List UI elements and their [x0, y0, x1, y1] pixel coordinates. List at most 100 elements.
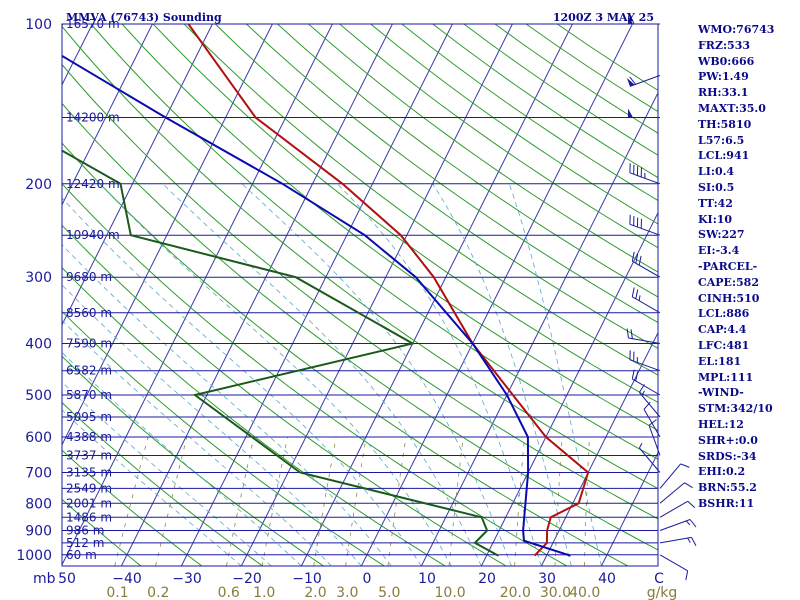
wind-barb-staff — [629, 359, 661, 372]
isotherm-line — [420, 91, 658, 566]
wind-barb-half-flag — [638, 295, 641, 301]
wind-barb-flag — [643, 401, 651, 410]
pressure-tick-label: 500 — [25, 388, 52, 404]
dry-adiabat-line — [183, 24, 658, 376]
index-item: SHR+:0.0 — [698, 433, 758, 447]
mixing-ratio-line — [554, 436, 563, 566]
index-item: CAP:4.4 — [698, 323, 747, 337]
index-item: LCL:886 — [698, 307, 750, 321]
dry-adiabat-line — [62, 449, 203, 566]
index-panel: WMO:76743 FRZ:533 WB0:666 PW:1.49 RH:33.1 MAX… — [698, 22, 798, 512]
wind-barb — [659, 463, 690, 489]
dry-adiabat-line — [62, 310, 385, 566]
moist-adiabat-line — [337, 183, 542, 566]
height-label: 8560 m — [66, 306, 112, 320]
dry-adiabat-line — [90, 24, 658, 460]
wind-barb — [631, 287, 661, 314]
dry-adiabat-line — [277, 24, 658, 298]
index-item: MAXT:35.0 — [698, 101, 766, 115]
mixing-ratio-line — [514, 436, 525, 566]
dry-adiabat-line — [152, 24, 658, 403]
mixing-ratio-tick-label: 30.0 — [540, 585, 571, 600]
height-label: 5095 m — [66, 410, 112, 424]
moist-adiabat-line — [62, 381, 272, 566]
mixing-ratio-tick-label: 2.0 — [304, 585, 326, 600]
dry-adiabat-line — [62, 498, 142, 566]
dry-adiabat-line — [62, 183, 568, 566]
moist-adiabat-line — [99, 183, 452, 566]
wind-barb-flag — [638, 255, 642, 266]
wind-barb-flag — [631, 251, 635, 262]
mixing-ratio-line — [155, 436, 188, 566]
wind-barb-staff — [648, 425, 661, 456]
temperature-tick-label: 40 — [598, 571, 616, 587]
index-item: SRDS:-34 — [698, 449, 757, 463]
wind-barb-flag — [648, 419, 657, 426]
wind-barb-flag — [631, 369, 635, 380]
dry-adiabat-line — [62, 267, 446, 566]
wind-barbs — [626, 15, 697, 581]
dry-adiabat-line — [214, 24, 658, 350]
dry-adiabat-line — [246, 24, 658, 324]
temperature-line — [187, 24, 590, 557]
index-item: HEL:12 — [698, 417, 744, 431]
chart-time: 1200Z 3 MAY 25 — [553, 11, 654, 24]
wind-barb-flag — [635, 371, 639, 382]
wind-barb-staff — [659, 482, 685, 504]
isotherm-line — [0, 24, 32, 566]
wind-barb-pennant — [628, 15, 633, 24]
dry-adiabat-line — [121, 24, 658, 431]
wind-barb — [626, 328, 661, 344]
mixing-ratio-tick-label: 1.0 — [253, 585, 275, 600]
index-item: LFC:481 — [698, 338, 750, 352]
parcel-line — [62, 54, 571, 557]
wind-barb — [659, 554, 689, 581]
isotherm-line — [600, 451, 658, 566]
wind-barb-staff — [632, 260, 661, 278]
moist-adiabat-line — [62, 351, 302, 566]
wind-barb — [659, 500, 696, 518]
wind-barb — [638, 443, 661, 473]
index-item: WMO:76743 — [698, 23, 775, 36]
moist-adiabat-line — [62, 197, 422, 566]
wind-barb-flag — [635, 289, 639, 299]
wind-barb — [629, 163, 661, 185]
dry-adiabat-line — [62, 63, 658, 520]
wind-barb-staff — [628, 337, 661, 344]
height-label: 9680 m — [66, 270, 112, 284]
plot-frame — [61, 23, 659, 567]
wind-barb-flag — [684, 482, 693, 489]
wind-barb — [629, 214, 661, 236]
wind-barb-staff — [659, 519, 691, 531]
index-item: WB0:666 — [698, 54, 755, 68]
dry-adiabat-line — [62, 401, 263, 566]
wind-barb-pennant — [628, 108, 633, 118]
moist-adiabat-line — [62, 244, 392, 566]
height-label: 12420 m — [66, 177, 120, 191]
isotherm-line — [360, 24, 633, 566]
temperature-tick-label: −40 — [112, 571, 142, 587]
mixing-ratio-tick-label: 40.0 — [569, 585, 600, 600]
temperature-tick-label: −30 — [172, 571, 202, 587]
mixing-ratio-tick-label: 0.2 — [147, 585, 169, 600]
index-item: PW:1.49 — [698, 70, 749, 84]
index-item: TH:5810 — [698, 117, 752, 131]
height-label: 512 m — [66, 536, 104, 550]
height-label: 4388 m — [66, 430, 112, 444]
mixing-ratio-tick-label: 5.0 — [378, 585, 400, 600]
temperature-tick-label: −10 — [292, 571, 322, 587]
dry-adiabat-line — [62, 102, 658, 551]
pressure-tick-label: 600 — [25, 430, 52, 446]
wind-barb-flag — [691, 537, 697, 546]
wind-barb-flag — [630, 329, 633, 339]
wind-barb-half-flag — [638, 443, 643, 449]
wind-barb — [659, 536, 697, 546]
wind-barb-half-flag — [685, 520, 691, 526]
mixing-ratio-line — [448, 436, 464, 566]
dewpoint-line — [62, 24, 499, 557]
mixing-ratio-line — [584, 436, 590, 566]
pressure-tick-label: 900 — [25, 524, 52, 540]
pressure-unit-label: mb — [33, 571, 56, 587]
wind-barb-staff — [629, 223, 661, 236]
mixing-ratio-line — [387, 436, 407, 566]
